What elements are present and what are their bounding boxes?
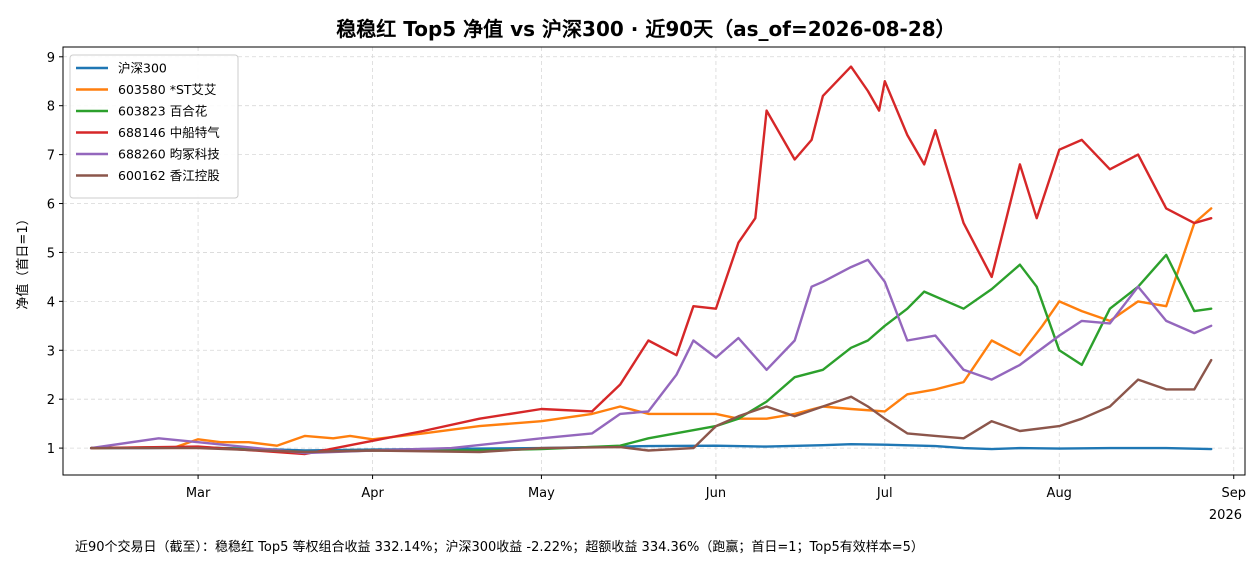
legend-label: 603823 百合花	[118, 104, 207, 119]
footer-summary: 近90个交易日（截至）：稳稳红 Top5 等权组合收益 332.14%；沪深30…	[75, 539, 924, 555]
grid	[63, 47, 1245, 475]
series-line	[89, 358, 1213, 454]
series-line	[89, 253, 1213, 454]
chart-title: 稳稳红 Top5 净值 vs 沪深300 · 近90天（as_of=2026-0…	[336, 17, 955, 41]
y-tick-label: 6	[47, 198, 55, 213]
y-tick-label: 4	[47, 295, 55, 310]
series-line	[89, 258, 1213, 455]
plot-frame	[62, 46, 1246, 476]
y-axis-label: 净值（首日=1）	[15, 212, 31, 309]
legend-label: 603580 *ST艾艾	[118, 82, 217, 97]
x-tick-label: Aug	[1047, 486, 1072, 501]
y-tick-label: 9	[47, 51, 55, 66]
x-tick-label: Jun	[705, 486, 726, 501]
x-year-label: 2026	[1209, 508, 1242, 523]
series-line	[89, 443, 1213, 452]
series-line	[89, 207, 1213, 450]
axis-ticks: 1 2 3 4 5 6 7 8 9 Mar Apr May Jun Jul Aug Sep	[47, 51, 1246, 501]
x-tick-label: May	[528, 486, 555, 501]
x-tick-label: Sep	[1221, 486, 1246, 501]
legend-box	[69, 54, 239, 199]
y-tick-label: 8	[47, 100, 55, 115]
y-tick-label: 3	[47, 344, 55, 359]
series-line	[89, 65, 1213, 456]
y-tick-label: 1	[47, 442, 55, 457]
y-tick-label: 2	[47, 393, 55, 408]
x-tick-label: Jul	[876, 486, 893, 501]
series-lines	[89, 65, 1213, 456]
y-tick-label: 5	[47, 246, 55, 261]
y-tick-label: 7	[47, 149, 55, 164]
x-tick-label: Apr	[361, 486, 384, 501]
legend-label: 688146 中船特气	[118, 125, 220, 140]
legend: 沪深300 603580 *ST艾艾 603823 百合花 688146 中船特气 68…	[69, 54, 239, 199]
x-tick-label: Mar	[186, 486, 211, 501]
legend-label: 沪深300	[118, 61, 167, 76]
legend-label: 688260 昀冢科技	[118, 147, 220, 162]
legend-label: 600162 香江控股	[118, 168, 220, 183]
